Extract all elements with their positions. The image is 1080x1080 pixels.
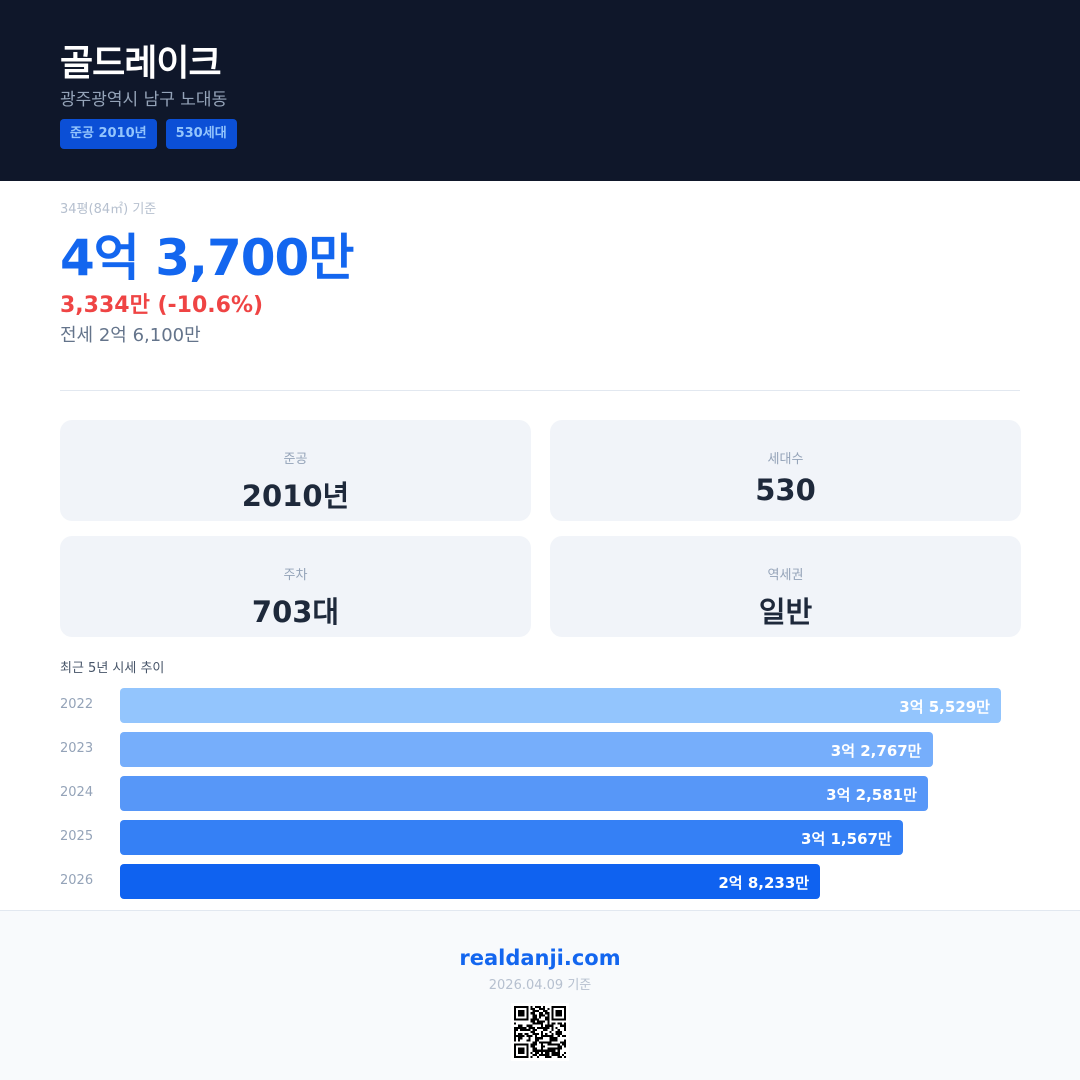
card-label: 역세권 bbox=[767, 568, 804, 583]
trend-year: 2026 bbox=[60, 873, 94, 888]
card-built: 준공 2010년 bbox=[60, 420, 531, 521]
jeonse-price: 전세 2억 6,100만 bbox=[60, 325, 201, 346]
price-basis: 34평(84㎡) 기준 bbox=[60, 202, 157, 217]
trend-year: 2022 bbox=[60, 697, 94, 712]
card-value: 일반 bbox=[758, 595, 813, 629]
trend-bar: 3억 2,767만 bbox=[120, 732, 933, 767]
data-date: 2026.04.09 기준 bbox=[488, 978, 592, 993]
divider bbox=[60, 390, 1020, 391]
card-value: 530 bbox=[755, 473, 816, 507]
card-label: 세대수 bbox=[767, 452, 804, 467]
trend-title: 최근 5년 시세 추이 bbox=[60, 661, 165, 676]
card-label: 주차 bbox=[283, 568, 308, 583]
complex-title: 골드레이크 bbox=[60, 43, 222, 84]
trend-bar: 2억 8,233만 bbox=[120, 864, 821, 899]
footer: realdanji.com 2026.04.09 기준 bbox=[0, 910, 1080, 1080]
trend-bar-label: 3억 1,567만 bbox=[801, 830, 892, 848]
trend-year: 2025 bbox=[60, 829, 94, 844]
card-households: 세대수 530 bbox=[550, 420, 1021, 521]
trend-row: 2024 3억 2,581만 bbox=[60, 776, 1020, 811]
trend-bar: 3억 2,581만 bbox=[120, 776, 928, 811]
tag-households: 530세대 bbox=[165, 119, 237, 149]
card-value: 703대 bbox=[251, 595, 340, 629]
trend-bar-label: 3억 2,581만 bbox=[826, 786, 917, 804]
trend-bar-label: 3억 5,529만 bbox=[899, 698, 990, 716]
trend-year: 2023 bbox=[60, 741, 94, 756]
price-value: 4억 3,700만 bbox=[60, 229, 354, 287]
card-parking: 주차 703대 bbox=[60, 536, 531, 637]
qr-code-icon bbox=[511, 1003, 569, 1061]
trend-row: 2023 3억 2,767만 bbox=[60, 732, 1020, 767]
trend-row: 2026 2억 8,233만 bbox=[60, 864, 1020, 899]
tag-built-year: 준공 2010년 bbox=[60, 119, 157, 149]
card-label: 준공 bbox=[283, 452, 308, 467]
trend-bar: 3억 1,567만 bbox=[120, 820, 903, 855]
trend-bar-label: 2억 8,233만 bbox=[718, 874, 810, 892]
card-value: 2010년 bbox=[241, 479, 350, 513]
header: 골드레이크 광주광역시 남구 노대동 준공 2010년 530세대 bbox=[0, 0, 1080, 181]
address: 광주광역시 남구 노대동 bbox=[60, 90, 228, 110]
trend-bar-label: 3억 2,767만 bbox=[830, 742, 922, 760]
price-change: 3,334만 (-10.6%) bbox=[60, 293, 264, 318]
trend-year: 2024 bbox=[60, 785, 94, 800]
site-link[interactable]: realdanji.com bbox=[459, 946, 621, 970]
trend-row: 2022 3억 5,529만 bbox=[60, 688, 1020, 723]
trend-row: 2025 3억 1,567만 bbox=[60, 820, 1020, 855]
trend-bar: 3억 5,529만 bbox=[120, 688, 1001, 723]
